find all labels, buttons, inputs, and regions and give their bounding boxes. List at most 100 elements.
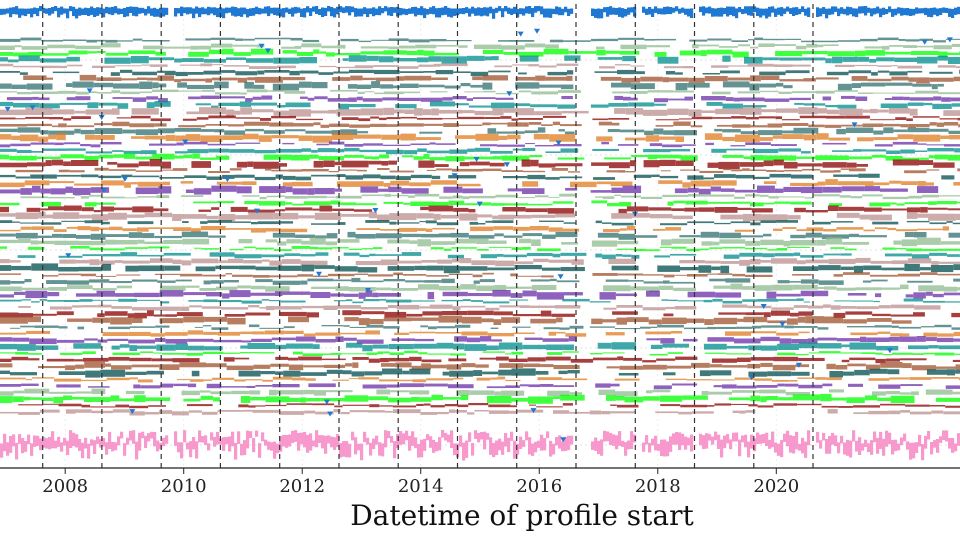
data-point [691,116,713,120]
data-point [906,118,913,121]
data-point [790,201,812,205]
data-point [348,378,359,380]
data-point [955,369,960,374]
data-point [864,186,881,192]
data-point [78,7,82,16]
data-point [734,377,755,380]
data-point [690,180,712,187]
data-point [935,397,960,402]
data-point [30,174,57,179]
data-point [288,357,298,361]
data-point [900,124,909,128]
data-point [745,247,768,250]
data-point [805,259,829,264]
data-point [334,266,358,272]
data-point [440,214,460,219]
data-point [745,142,771,145]
data-point [838,181,865,186]
data-point [562,298,590,302]
data-point [47,292,60,297]
data-point [849,168,866,172]
data-point [143,45,164,50]
data-point [906,8,910,16]
data-point [310,292,331,298]
data-point [151,89,179,92]
data-point [734,229,755,232]
data-point [620,44,647,50]
data-point [178,125,206,128]
data-point [761,345,777,351]
data-point [773,356,799,362]
data-point [853,412,869,414]
data-point [8,59,19,63]
data-point [893,240,902,245]
data-point [53,229,67,232]
data-point [146,77,158,81]
data-point [625,171,636,173]
data-point [24,8,28,17]
data-point [218,102,240,106]
data-point [855,8,859,18]
data-point [271,135,299,139]
data-point [937,55,948,61]
data-point [453,8,457,16]
data-point [830,305,841,310]
data-point [402,370,410,375]
data-point [305,130,332,134]
data-point [923,352,935,355]
data-point [106,377,130,381]
data-point [530,104,558,108]
data-point [321,358,346,361]
data-point [278,195,285,197]
data-point [101,180,125,186]
data-point [643,281,663,284]
data-point [769,173,791,178]
data-point [510,273,518,277]
data-point [909,8,913,16]
data-point [150,431,154,439]
data-point [255,6,259,14]
data-point [714,431,718,441]
data-point [603,285,631,292]
data-point [282,259,301,264]
data-point [421,359,442,363]
data-point [929,122,937,126]
data-point [0,273,22,275]
data-point [349,124,370,128]
data-point [836,155,849,160]
data-point [158,186,172,194]
data-point [486,433,490,440]
data-point [417,49,424,56]
data-point [341,213,369,217]
data-point [238,404,249,408]
data-point [304,410,316,414]
data-point [917,228,943,231]
data-point [602,352,625,354]
data-point [48,206,64,211]
data-point [333,71,349,74]
data-point [504,6,508,12]
data-point [369,253,376,257]
data-point [139,81,153,89]
data-point [243,409,253,412]
data-point [0,206,9,213]
data-point [138,432,142,451]
data-point [25,107,53,115]
data-point [187,330,204,335]
data-point [237,8,241,17]
data-point [951,327,960,330]
data-point [13,102,40,108]
data-point [718,161,740,170]
data-point [251,102,278,106]
data-point [342,7,346,14]
data-point [750,202,764,207]
data-point [192,8,196,19]
data-point [116,285,132,289]
data-point [402,433,406,445]
data-point [444,6,448,15]
data-point [253,84,265,89]
data-point [802,51,828,55]
data-point [217,300,242,303]
data-point [252,275,270,278]
data-point [426,275,449,277]
